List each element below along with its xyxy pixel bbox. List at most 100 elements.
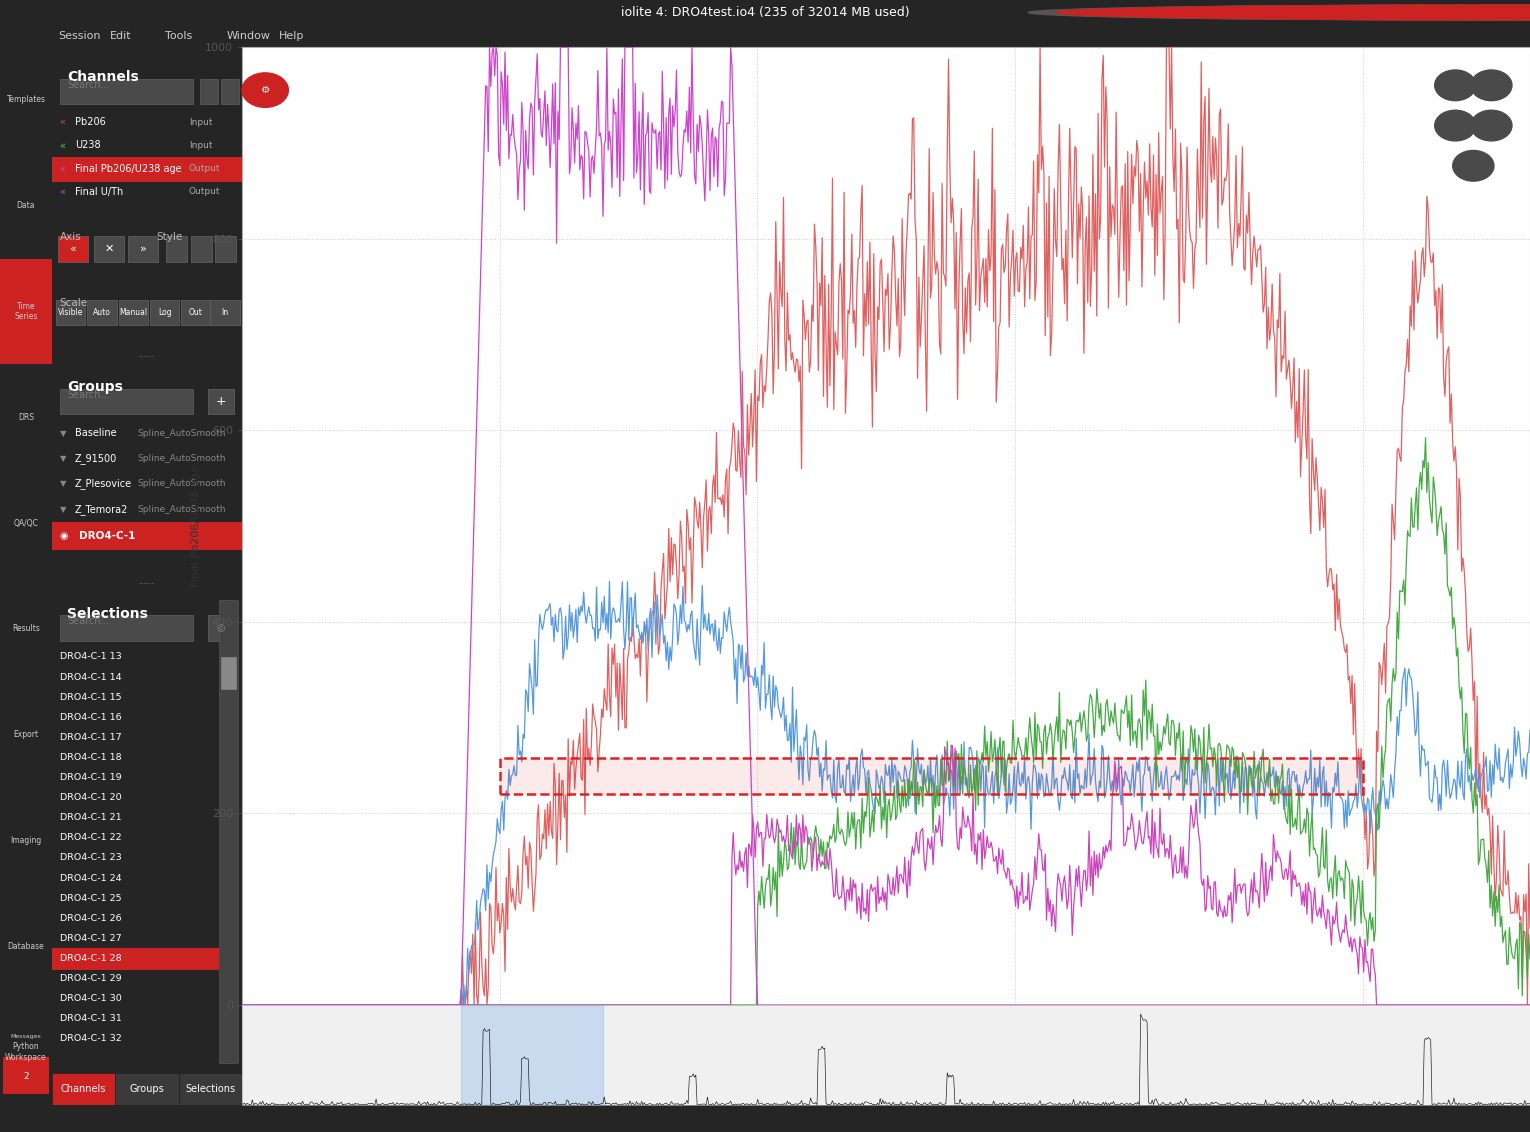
- Text: DRO4-C-1 20: DRO4-C-1 20: [60, 794, 121, 803]
- Text: Groups: Groups: [130, 1084, 164, 1095]
- Bar: [52, 949, 219, 970]
- Text: «: «: [69, 245, 76, 254]
- Text: Selections: Selections: [185, 1084, 236, 1095]
- Circle shape: [1435, 110, 1476, 140]
- Bar: [55, 300, 86, 325]
- Text: DRO4-C-1 22: DRO4-C-1 22: [60, 833, 121, 842]
- Text: Tools: Tools: [165, 31, 193, 41]
- Text: DRO4-C-1 30: DRO4-C-1 30: [60, 994, 121, 1003]
- Bar: [191, 237, 211, 261]
- Text: DRO4-C-1 16: DRO4-C-1 16: [60, 713, 121, 722]
- Text: DRO4-C-1 23: DRO4-C-1 23: [60, 854, 121, 863]
- Text: Pb206: Pb206: [75, 117, 106, 127]
- Text: iolite 4: DRO4test.io4 (235 of 32014 MB used): iolite 4: DRO4test.io4 (235 of 32014 MB …: [621, 6, 909, 19]
- Text: »: »: [139, 245, 147, 254]
- Text: Z_Temora2: Z_Temora2: [75, 504, 129, 515]
- Text: DRO4-C-1 17: DRO4-C-1 17: [60, 732, 121, 741]
- Circle shape: [1435, 70, 1476, 101]
- Text: DRO4-C-1 21: DRO4-C-1 21: [60, 813, 121, 822]
- Text: Data: Data: [17, 201, 35, 211]
- Text: DRO4-C-1 15: DRO4-C-1 15: [60, 693, 121, 702]
- Text: «: «: [60, 117, 66, 127]
- Bar: [179, 1073, 242, 1105]
- Text: ------: ------: [139, 578, 155, 588]
- Text: Edit: Edit: [110, 31, 132, 41]
- Bar: [52, 522, 242, 549]
- Text: DRO4-C-1 14: DRO4-C-1 14: [60, 672, 121, 681]
- Text: Channels: Channels: [67, 70, 139, 84]
- Bar: [500, 757, 1363, 795]
- Circle shape: [1470, 70, 1512, 101]
- Text: DRO4-C-1 13: DRO4-C-1 13: [60, 652, 121, 661]
- Text: U238: U238: [75, 140, 101, 151]
- Text: Messages: Messages: [11, 1034, 41, 1039]
- Text: Imaging: Imaging: [11, 837, 41, 844]
- Bar: [93, 237, 124, 261]
- Text: 2: 2: [23, 1072, 29, 1081]
- Text: Final U/Th: Final U/Th: [75, 187, 122, 197]
- Bar: [60, 79, 193, 104]
- Text: DRO4-C-1 24: DRO4-C-1 24: [60, 874, 121, 883]
- Text: ◎: ◎: [217, 623, 225, 633]
- Text: Visible: Visible: [58, 308, 83, 317]
- Text: Baseline: Baseline: [75, 428, 116, 438]
- Text: Auto: Auto: [93, 308, 110, 317]
- Bar: [219, 600, 239, 1063]
- Bar: [461, 1005, 603, 1105]
- Text: ▼: ▼: [60, 480, 66, 488]
- Text: DRO4-C-1 25: DRO4-C-1 25: [60, 893, 121, 902]
- Text: Database: Database: [8, 942, 44, 951]
- Bar: [87, 300, 116, 325]
- Text: DRO4-C-1 26: DRO4-C-1 26: [60, 914, 121, 923]
- Text: Time
Series: Time Series: [14, 302, 38, 321]
- Text: Results: Results: [12, 625, 40, 634]
- Circle shape: [1056, 5, 1530, 20]
- Text: Z_91500: Z_91500: [75, 453, 118, 464]
- Bar: [115, 1073, 179, 1105]
- Text: Groups: Groups: [67, 380, 122, 394]
- Circle shape: [242, 72, 288, 108]
- Text: DRO4-C-1 31: DRO4-C-1 31: [60, 1014, 121, 1023]
- Bar: [3, 1057, 49, 1095]
- Text: Selections: Selections: [67, 607, 148, 620]
- Circle shape: [1470, 110, 1512, 140]
- Text: DRO4-C-1 18: DRO4-C-1 18: [60, 753, 121, 762]
- Text: Spline_AutoSmooth: Spline_AutoSmooth: [138, 505, 226, 514]
- Text: Channels: Channels: [61, 1084, 107, 1095]
- Text: ◉: ◉: [60, 531, 69, 541]
- Text: Export: Export: [14, 730, 38, 739]
- Text: DRO4-C-1 29: DRO4-C-1 29: [60, 974, 121, 983]
- Text: In: In: [222, 308, 228, 317]
- Text: Final Pb206/U238 age: Final Pb206/U238 age: [75, 164, 182, 173]
- Bar: [208, 615, 234, 641]
- Text: Templates: Templates: [6, 95, 46, 104]
- Bar: [216, 237, 236, 261]
- Bar: [208, 388, 234, 414]
- Text: Window: Window: [226, 31, 271, 41]
- Bar: [150, 300, 179, 325]
- Bar: [0, 258, 52, 365]
- Bar: [165, 237, 187, 261]
- Text: DRO4-C-1 28: DRO4-C-1 28: [60, 954, 121, 963]
- Text: Log: Log: [158, 308, 171, 317]
- Text: DRO4-C-1 32: DRO4-C-1 32: [60, 1035, 121, 1044]
- Bar: [60, 388, 193, 414]
- Text: Input: Input: [188, 118, 213, 127]
- Text: «: «: [60, 164, 66, 173]
- Text: «: «: [60, 187, 66, 197]
- Text: Help: Help: [278, 31, 304, 41]
- Text: Input: Input: [188, 140, 213, 149]
- Text: DRO4-C-1 27: DRO4-C-1 27: [60, 934, 121, 943]
- Text: Spline_AutoSmooth: Spline_AutoSmooth: [138, 454, 226, 463]
- Bar: [58, 237, 89, 261]
- Bar: [222, 658, 236, 689]
- Text: Scale: Scale: [60, 298, 87, 308]
- Bar: [52, 1073, 115, 1105]
- Bar: [52, 157, 242, 182]
- Text: DRO4-C-1 19: DRO4-C-1 19: [60, 773, 121, 782]
- Circle shape: [1452, 151, 1493, 181]
- Bar: [181, 300, 211, 325]
- Text: Spline_AutoSmooth: Spline_AutoSmooth: [138, 429, 226, 438]
- Circle shape: [1042, 5, 1530, 20]
- Text: Spline_AutoSmooth: Spline_AutoSmooth: [138, 480, 226, 488]
